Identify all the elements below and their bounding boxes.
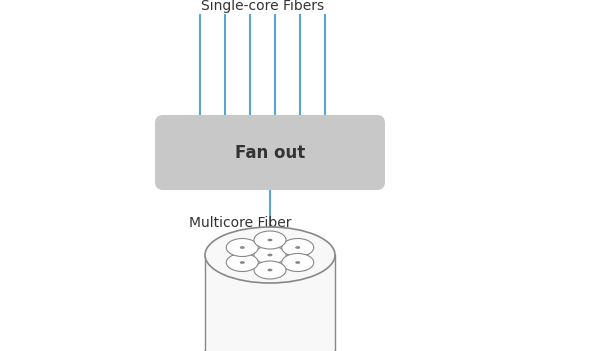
Ellipse shape: [226, 253, 258, 272]
Ellipse shape: [240, 246, 245, 249]
Ellipse shape: [295, 246, 300, 249]
Ellipse shape: [205, 227, 335, 283]
Ellipse shape: [226, 238, 258, 257]
Text: Multicore Fiber: Multicore Fiber: [189, 216, 291, 230]
Text: Single-core Fibers: Single-core Fibers: [201, 0, 324, 13]
Ellipse shape: [254, 231, 286, 249]
Ellipse shape: [254, 246, 286, 264]
Ellipse shape: [268, 269, 272, 271]
Bar: [205, 255, 335, 351]
Ellipse shape: [295, 261, 300, 264]
Ellipse shape: [240, 261, 245, 264]
Text: Fan out: Fan out: [235, 144, 305, 161]
FancyBboxPatch shape: [155, 115, 385, 190]
Ellipse shape: [282, 238, 314, 257]
Ellipse shape: [268, 239, 272, 241]
Ellipse shape: [268, 254, 272, 256]
Ellipse shape: [254, 261, 286, 279]
Ellipse shape: [282, 253, 314, 272]
